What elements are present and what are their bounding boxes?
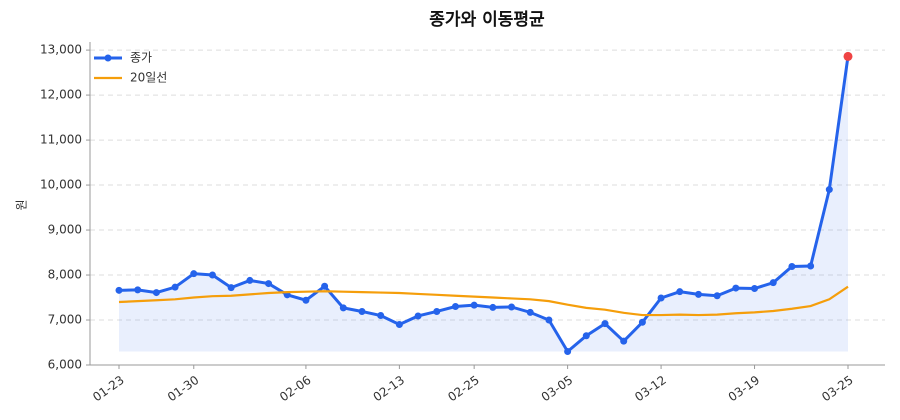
point — [732, 284, 740, 292]
x-tick-label: 03-05 — [539, 373, 576, 404]
point — [451, 303, 459, 311]
series-line — [118, 285, 849, 317]
point — [208, 271, 216, 279]
x-tick-label: 02-25 — [445, 373, 482, 404]
y-tick-label: 11,000 — [40, 133, 82, 147]
y-tick-label: 6,000 — [48, 358, 82, 372]
point — [582, 332, 590, 340]
chart-title: 종가와 이동평균 — [429, 10, 545, 30]
point — [526, 308, 534, 316]
point — [769, 279, 777, 287]
point — [638, 318, 646, 326]
legend-label: 20일선 — [130, 71, 167, 85]
point — [788, 262, 796, 270]
point — [657, 294, 665, 302]
point — [227, 284, 235, 292]
point — [620, 337, 628, 345]
point — [564, 348, 572, 356]
point — [508, 303, 516, 311]
point — [807, 262, 815, 270]
point — [694, 290, 702, 298]
point — [545, 316, 553, 324]
point — [395, 321, 403, 329]
x-tick-label: 03-25 — [819, 373, 856, 404]
point — [489, 303, 497, 311]
point — [246, 276, 254, 284]
x-tick-label: 02-06 — [277, 373, 314, 404]
point — [171, 283, 179, 291]
point — [433, 307, 441, 315]
point — [414, 312, 422, 320]
legend-label: 종가 — [130, 51, 152, 65]
x-tick-label: 03-19 — [726, 373, 763, 404]
y-tick-label: 13,000 — [40, 43, 82, 57]
point — [843, 51, 853, 61]
point — [265, 280, 273, 288]
x-tick-label: 01-23 — [90, 373, 127, 404]
point — [190, 270, 198, 278]
point — [134, 286, 142, 294]
series-line — [118, 56, 850, 354]
area-fill — [119, 56, 848, 352]
point — [470, 301, 478, 309]
point — [751, 285, 759, 293]
y-tick-label: 8,000 — [48, 268, 82, 282]
point — [115, 286, 123, 294]
point — [152, 289, 160, 297]
point — [676, 288, 684, 296]
point — [302, 296, 310, 304]
x-tick-label: 03-12 — [632, 373, 669, 404]
point — [339, 304, 347, 312]
point — [713, 292, 721, 300]
x-tick-label: 01-30 — [165, 373, 202, 404]
y-tick-label: 7,000 — [48, 313, 82, 327]
point — [825, 186, 833, 194]
point — [358, 307, 366, 315]
y-tick-label: 9,000 — [48, 223, 82, 237]
point — [601, 320, 609, 328]
y-tick-label: 10,000 — [40, 178, 82, 192]
y-tick-label: 12,000 — [40, 88, 82, 102]
legend-marker — [104, 54, 112, 62]
point — [377, 312, 385, 320]
point — [321, 282, 329, 290]
x-tick-label: 02-13 — [371, 373, 408, 404]
y-axis-label: 원 — [15, 199, 29, 210]
